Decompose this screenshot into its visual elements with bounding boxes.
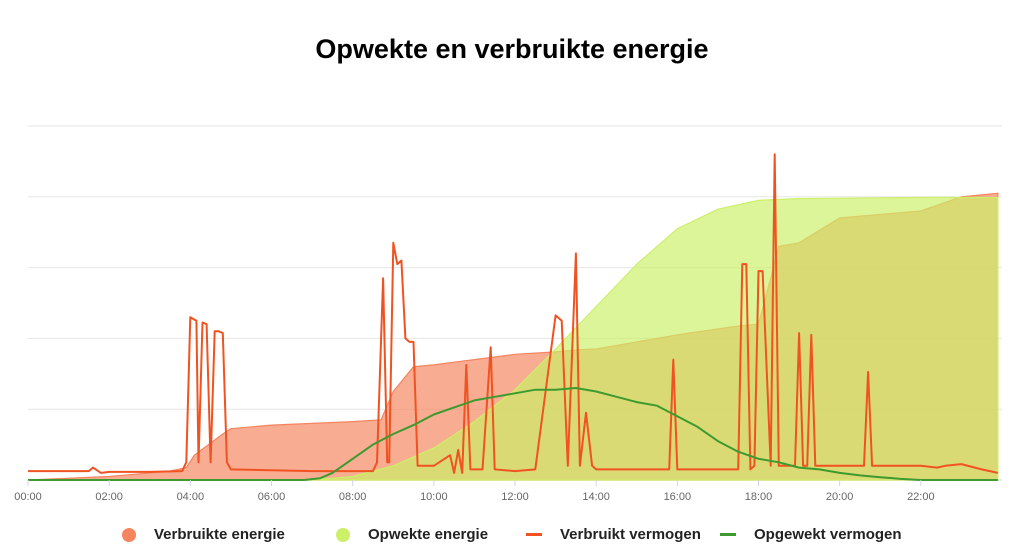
legend: Verbruikte energie Opwekte energie Verbr… — [0, 526, 1024, 552]
x-tick-label: 18:00 — [745, 491, 773, 503]
area-series — [27, 192, 999, 481]
x-tick-label: 10:00 — [420, 491, 448, 503]
line-opgewekt-vermogen — [28, 387, 998, 481]
legend-marker-verbruikte-energie — [122, 527, 136, 542]
x-tick-label: 00:00 — [14, 491, 42, 503]
x-tick-label: 08:00 — [339, 491, 367, 503]
legend-label: Opgewekt vermogen — [754, 526, 902, 543]
legend-label: Opwekte energie — [368, 526, 489, 543]
x-tick-label: 02:00 — [95, 491, 123, 503]
legend-item-opgewekt-vermogen[interactable]: Opgewekt vermogen — [720, 526, 902, 543]
energy-chart: 00:00 02:00 04:00 06:00 08:00 10:00 12:00 14:00… — [14, 125, 1002, 503]
x-tick-label: 16:00 — [664, 491, 692, 503]
line-verbruikt-vermogen — [28, 153, 999, 474]
legend-label: Verbruikte energie — [154, 526, 285, 543]
legend-marker-opgewekt-vermogen — [720, 533, 736, 536]
x-axis: 00:00 02:00 04:00 06:00 08:00 10:00 12:00 14:00… — [14, 480, 935, 503]
x-tick-label: 04:00 — [177, 491, 205, 503]
legend-marker-verbruikt-vermogen — [526, 533, 542, 536]
legend-label: Verbruikt vermogen — [560, 526, 701, 543]
x-tick-label: 22:00 — [907, 491, 935, 503]
x-tick-label: 06:00 — [258, 491, 286, 503]
line-series — [28, 153, 999, 481]
x-tick-label: 14:00 — [582, 491, 610, 503]
legend-item-verbruikt-vermogen[interactable]: Verbruikt vermogen — [526, 526, 701, 543]
legend-item-verbruikte-energie[interactable]: Verbruikte energie — [122, 526, 285, 543]
x-tick-label: 20:00 — [826, 491, 854, 503]
legend-marker-opwekte-energie — [336, 527, 350, 542]
legend-item-opwekte-energie[interactable]: Opwekte energie — [336, 526, 488, 543]
chart-title: Opwekte en verbruikte energie — [315, 34, 709, 64]
x-tick-label: 12:00 — [501, 491, 529, 503]
